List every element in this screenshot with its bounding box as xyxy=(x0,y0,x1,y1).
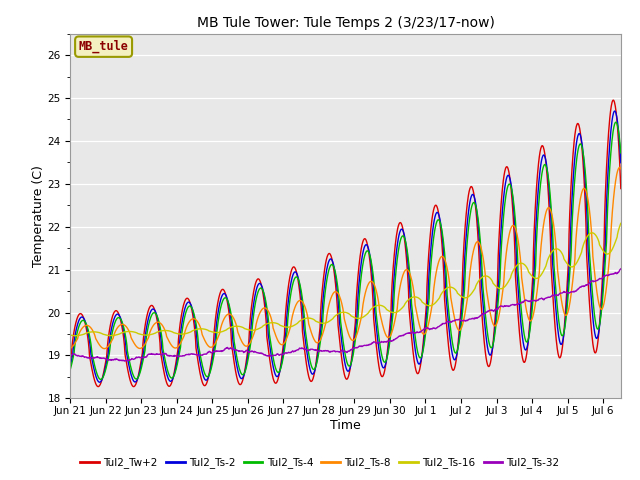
Line: Tul2_Ts-2: Tul2_Ts-2 xyxy=(70,111,621,382)
Title: MB Tule Tower: Tule Temps 2 (3/23/17-now): MB Tule Tower: Tule Temps 2 (3/23/17-now… xyxy=(196,16,495,30)
Tul2_Ts-8 xyxy=(312,339,319,345)
Tul2_Ts-16 xyxy=(109,333,117,338)
Tul2_Ts-8 xyxy=(617,166,625,171)
Tul2_Ts-4 xyxy=(97,376,105,382)
Tul2_Ts-2 xyxy=(95,379,103,385)
Line: Tul2_Ts-8: Tul2_Ts-8 xyxy=(70,168,621,348)
Tul2_Ts-2 xyxy=(611,108,618,114)
Line: Tul2_Tw+2: Tul2_Tw+2 xyxy=(70,100,621,386)
Text: MB_tule: MB_tule xyxy=(79,40,129,53)
Tul2_Tw+2 xyxy=(617,186,625,192)
Tul2_Ts-2 xyxy=(109,318,117,324)
Tul2_Ts-2 xyxy=(67,363,74,369)
Tul2_Tw+2 xyxy=(130,384,138,389)
Tul2_Ts-16 xyxy=(300,316,308,322)
Tul2_Ts-4 xyxy=(67,366,74,372)
Tul2_Ts-8 xyxy=(616,165,623,170)
Tul2_Ts-16 xyxy=(132,330,140,336)
Line: Tul2_Ts-4: Tul2_Ts-4 xyxy=(70,122,621,379)
Tul2_Ts-16 xyxy=(617,220,625,226)
Tul2_Ts-2 xyxy=(617,160,625,166)
Tul2_Ts-32 xyxy=(109,357,117,362)
Y-axis label: Temperature (C): Temperature (C) xyxy=(31,165,45,267)
Tul2_Ts-4 xyxy=(612,120,620,125)
Tul2_Ts-8 xyxy=(300,302,308,308)
Tul2_Tw+2 xyxy=(380,371,388,376)
Tul2_Ts-16 xyxy=(322,320,330,326)
Tul2_Ts-4 xyxy=(312,364,319,370)
Tul2_Ts-32 xyxy=(67,353,74,359)
Tul2_Ts-2 xyxy=(312,364,319,370)
Tul2_Ts-2 xyxy=(380,365,388,371)
Tul2_Ts-4 xyxy=(132,376,140,382)
Tul2_Ts-32 xyxy=(617,266,625,272)
Tul2_Ts-8 xyxy=(132,343,140,348)
Tul2_Ts-8 xyxy=(67,346,74,351)
Tul2_Ts-2 xyxy=(132,379,140,384)
Tul2_Ts-16 xyxy=(380,304,388,310)
Tul2_Ts-32 xyxy=(300,346,308,352)
Line: Tul2_Ts-16: Tul2_Ts-16 xyxy=(70,223,621,336)
Tul2_Ts-4 xyxy=(380,359,388,365)
Legend: Tul2_Tw+2, Tul2_Ts-2, Tul2_Ts-4, Tul2_Ts-8, Tul2_Ts-16, Tul2_Ts-32: Tul2_Tw+2, Tul2_Ts-2, Tul2_Ts-4, Tul2_Ts… xyxy=(76,453,564,472)
Tul2_Ts-8 xyxy=(322,321,330,326)
Tul2_Tw+2 xyxy=(610,97,618,103)
Tul2_Ts-8 xyxy=(100,346,108,351)
Tul2_Tw+2 xyxy=(132,382,140,387)
Tul2_Ts-16 xyxy=(72,333,79,338)
Tul2_Ts-16 xyxy=(312,318,319,324)
Tul2_Tw+2 xyxy=(300,345,308,350)
Tul2_Ts-16 xyxy=(67,332,74,338)
Tul2_Ts-4 xyxy=(300,314,308,320)
Tul2_Ts-32 xyxy=(380,338,388,344)
Tul2_Ts-32 xyxy=(132,355,140,361)
Tul2_Ts-8 xyxy=(380,327,388,333)
Line: Tul2_Ts-32: Tul2_Ts-32 xyxy=(70,269,621,361)
Tul2_Ts-4 xyxy=(109,325,117,331)
Tul2_Ts-4 xyxy=(322,286,330,291)
Tul2_Tw+2 xyxy=(67,358,74,364)
Tul2_Tw+2 xyxy=(312,362,319,368)
Tul2_Ts-32 xyxy=(312,348,319,353)
Tul2_Ts-8 xyxy=(109,334,117,340)
X-axis label: Time: Time xyxy=(330,419,361,432)
Tul2_Tw+2 xyxy=(322,261,330,266)
Tul2_Ts-2 xyxy=(300,329,308,335)
Tul2_Ts-32 xyxy=(322,348,330,354)
Tul2_Ts-2 xyxy=(322,274,330,279)
Tul2_Ts-32 xyxy=(120,358,128,364)
Tul2_Ts-4 xyxy=(617,150,625,156)
Tul2_Tw+2 xyxy=(109,312,117,318)
